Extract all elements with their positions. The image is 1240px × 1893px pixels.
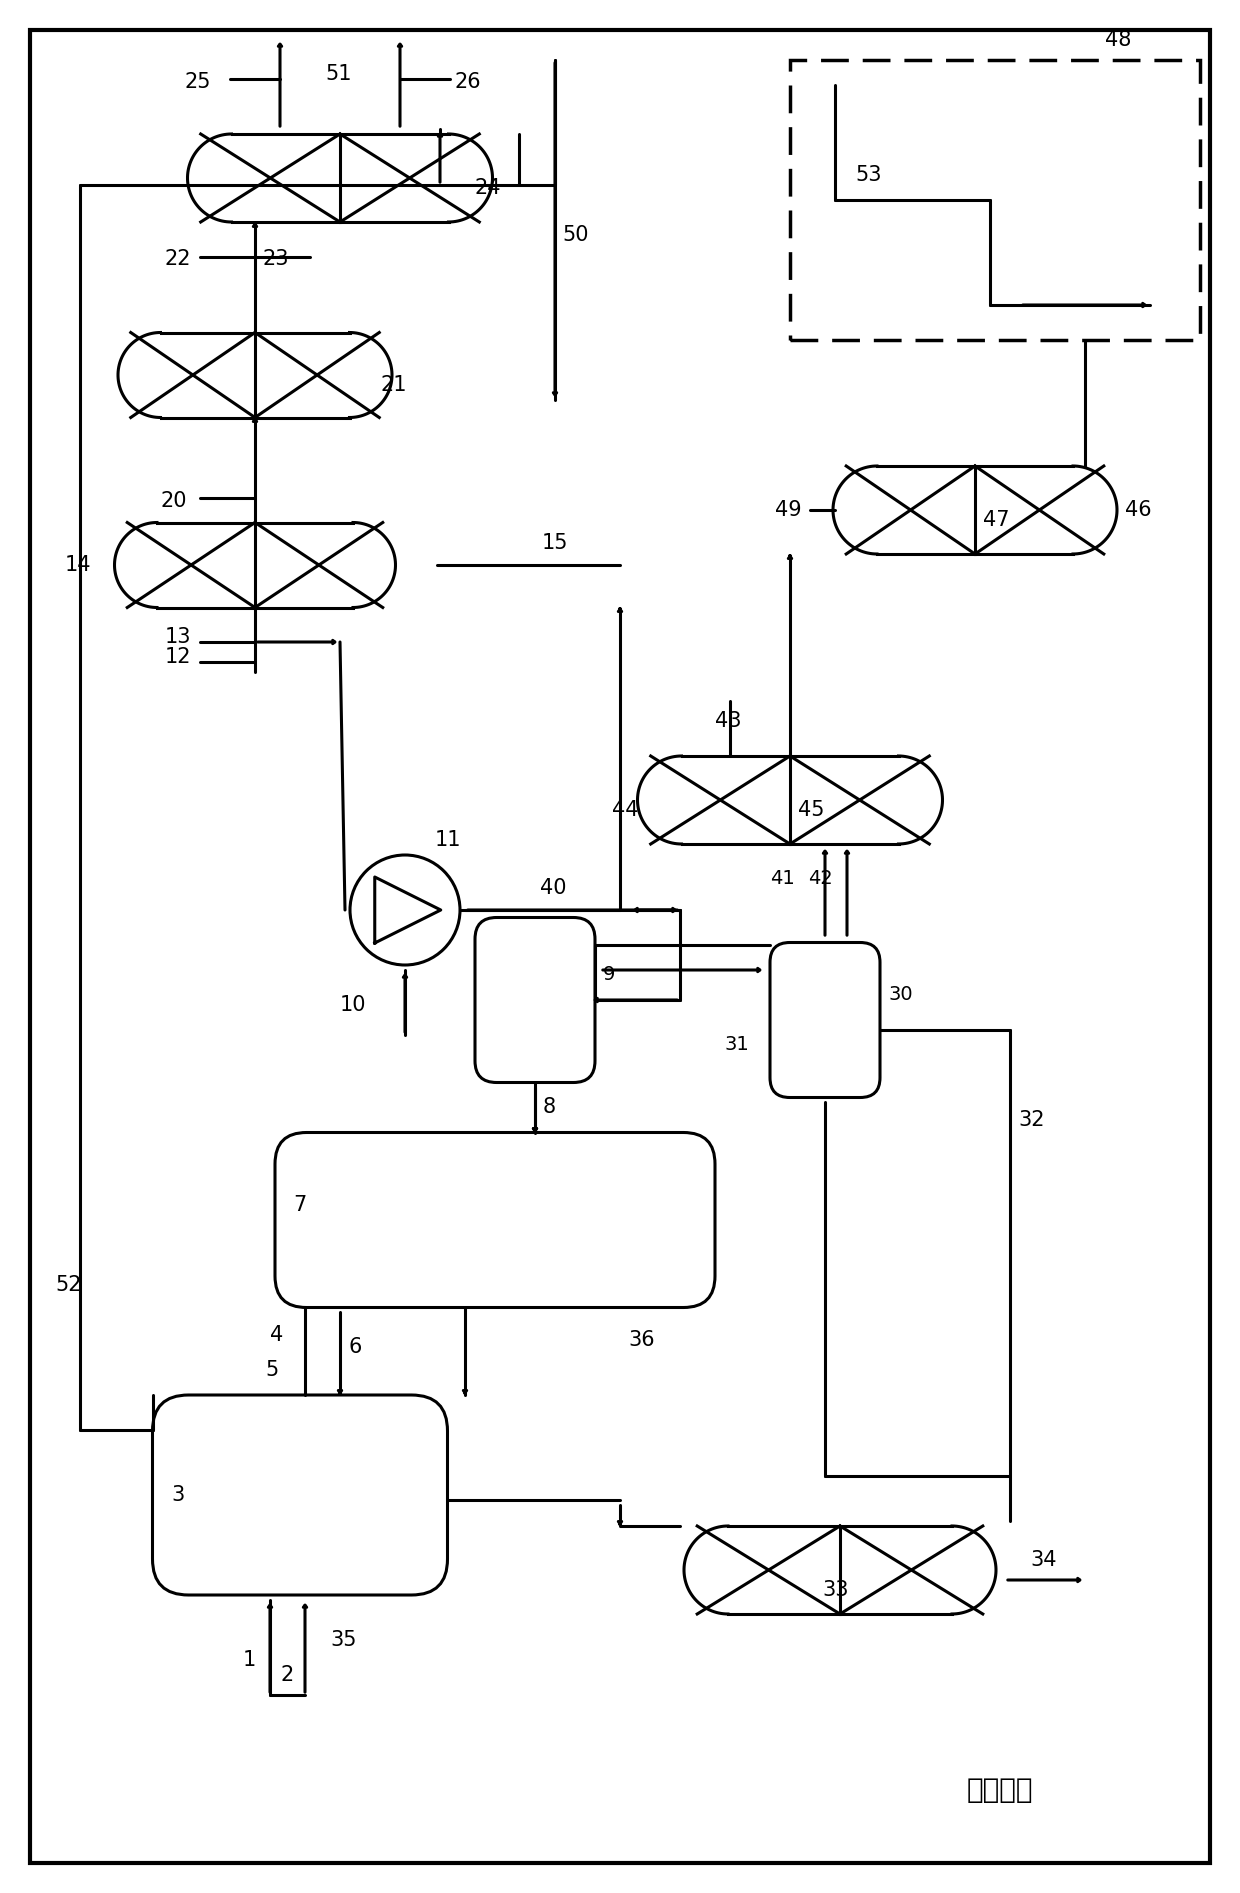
Text: 41: 41 bbox=[770, 869, 795, 888]
Text: 9: 9 bbox=[603, 965, 615, 984]
Text: 35: 35 bbox=[330, 1630, 357, 1651]
Text: 31: 31 bbox=[725, 1035, 750, 1054]
Text: 3: 3 bbox=[171, 1484, 185, 1505]
Text: 25: 25 bbox=[185, 72, 212, 93]
Text: 40: 40 bbox=[539, 878, 567, 897]
Text: 20: 20 bbox=[160, 490, 186, 511]
Text: 43: 43 bbox=[715, 712, 742, 731]
Text: 51: 51 bbox=[325, 64, 351, 83]
Text: 23: 23 bbox=[263, 250, 289, 269]
Text: 44: 44 bbox=[613, 801, 639, 820]
Text: 47: 47 bbox=[983, 509, 1009, 530]
Text: 53: 53 bbox=[856, 165, 882, 186]
Text: 4: 4 bbox=[270, 1325, 283, 1346]
FancyBboxPatch shape bbox=[770, 943, 880, 1098]
FancyBboxPatch shape bbox=[153, 1395, 448, 1596]
Text: 1: 1 bbox=[243, 1651, 257, 1670]
Text: 45: 45 bbox=[799, 801, 825, 820]
Text: 33: 33 bbox=[822, 1581, 848, 1600]
Text: 24: 24 bbox=[475, 178, 501, 199]
Bar bbox=[790, 61, 1200, 341]
Text: 21: 21 bbox=[379, 375, 407, 396]
Text: 36: 36 bbox=[627, 1331, 655, 1350]
Text: 30: 30 bbox=[888, 986, 913, 1005]
Text: 14: 14 bbox=[64, 555, 92, 575]
Text: 11: 11 bbox=[435, 829, 461, 850]
Text: 8: 8 bbox=[543, 1098, 556, 1117]
Text: 7: 7 bbox=[293, 1194, 306, 1215]
Text: 15: 15 bbox=[542, 534, 568, 553]
FancyBboxPatch shape bbox=[275, 1132, 715, 1308]
FancyBboxPatch shape bbox=[475, 918, 595, 1083]
Text: 42: 42 bbox=[808, 869, 833, 888]
Text: 12: 12 bbox=[165, 647, 191, 666]
Text: 49: 49 bbox=[775, 500, 801, 521]
Text: 2: 2 bbox=[280, 1666, 293, 1685]
Text: 现有技术: 现有技术 bbox=[967, 1776, 1033, 1804]
Text: 26: 26 bbox=[455, 72, 481, 93]
Text: 50: 50 bbox=[562, 225, 589, 244]
Text: 34: 34 bbox=[1030, 1550, 1056, 1569]
Text: 46: 46 bbox=[1125, 500, 1152, 521]
Text: 13: 13 bbox=[165, 627, 191, 647]
Text: 48: 48 bbox=[1105, 30, 1131, 49]
Text: 32: 32 bbox=[1018, 1109, 1044, 1130]
Text: 10: 10 bbox=[340, 996, 367, 1015]
Text: 22: 22 bbox=[165, 250, 191, 269]
Text: 52: 52 bbox=[55, 1276, 82, 1295]
Text: 5: 5 bbox=[265, 1359, 278, 1380]
Text: 6: 6 bbox=[348, 1336, 361, 1357]
